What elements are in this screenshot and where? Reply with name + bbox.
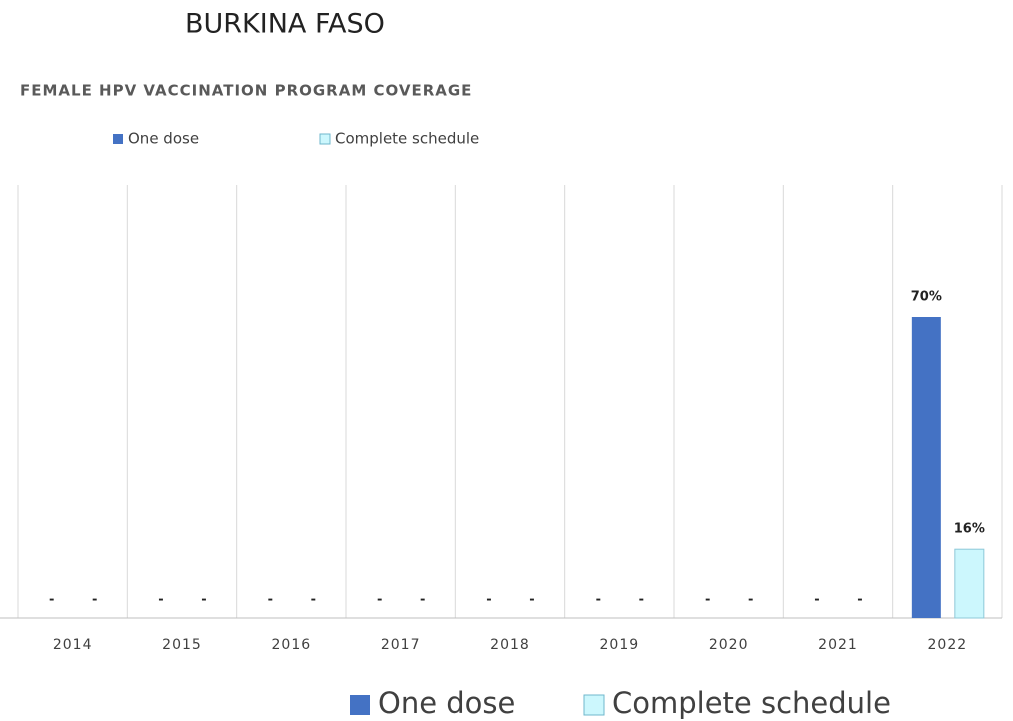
legend-swatch xyxy=(583,694,605,716)
data-label: - xyxy=(49,593,54,608)
data-label: 16% xyxy=(954,522,985,537)
data-label: - xyxy=(486,593,491,608)
legend-label: One dose xyxy=(378,686,515,720)
x-tick-label: 2014 xyxy=(53,637,93,653)
legend-label: Complete schedule xyxy=(335,130,479,148)
bar xyxy=(911,317,941,618)
data-label: - xyxy=(857,593,862,608)
bar xyxy=(954,548,985,619)
chart-subtitle: FEMALE HPV VACCINATION PROGRAM COVERAGE xyxy=(20,82,472,100)
data-label: - xyxy=(377,593,382,608)
chart-title: BURKINA FASO xyxy=(185,9,385,40)
legend-label: One dose xyxy=(128,130,199,148)
data-label: - xyxy=(268,593,273,608)
data-label: - xyxy=(201,593,206,608)
x-tick-label: 2022 xyxy=(928,637,968,653)
legend-swatch xyxy=(319,133,331,145)
data-label: - xyxy=(748,593,753,608)
data-label: - xyxy=(529,593,534,608)
data-label: - xyxy=(639,593,644,608)
x-tick-label: 2019 xyxy=(600,637,640,653)
data-label: - xyxy=(814,593,819,608)
legend-swatch xyxy=(113,134,123,144)
data-label: - xyxy=(92,593,97,608)
x-tick-label: 2016 xyxy=(272,637,312,653)
data-label: - xyxy=(420,593,425,608)
x-tick-label: 2017 xyxy=(381,637,421,653)
data-label: 70% xyxy=(911,290,942,305)
x-tick-label: 2015 xyxy=(162,637,202,653)
x-tick-label: 2020 xyxy=(709,637,749,653)
x-tick-label: 2021 xyxy=(818,637,858,653)
data-label: - xyxy=(596,593,601,608)
data-label: - xyxy=(705,593,710,608)
x-tick-label: 2018 xyxy=(490,637,530,653)
legend-label: Complete schedule xyxy=(612,686,891,720)
data-label: - xyxy=(311,593,316,608)
data-label: - xyxy=(158,593,163,608)
legend-swatch xyxy=(350,695,370,715)
